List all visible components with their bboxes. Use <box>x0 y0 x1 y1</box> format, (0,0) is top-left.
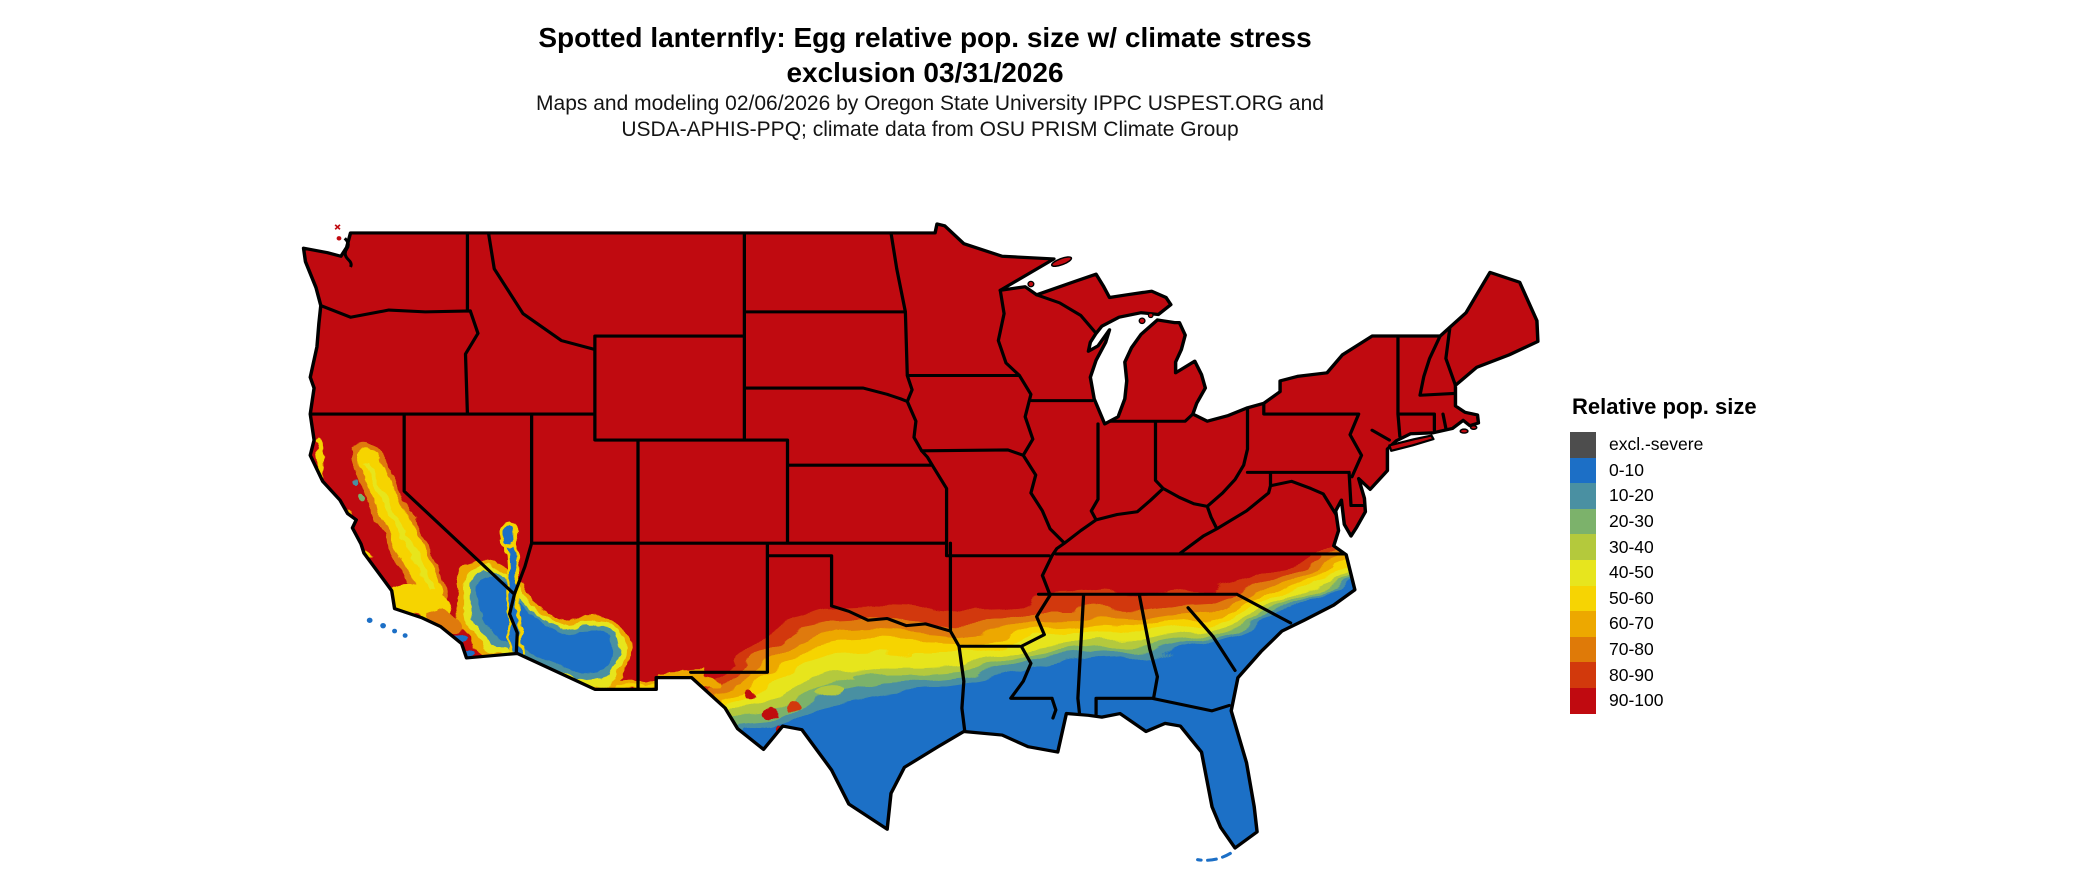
legend-swatch <box>1570 611 1596 637</box>
san-juan-island <box>336 236 342 241</box>
legend-item: 10-20 <box>1570 483 1870 509</box>
legend-label: excl.-severe <box>1609 434 1704 455</box>
islands-layer <box>334 224 1478 862</box>
map-subtitle-line1: Maps and modeling 02/06/2026 by Oregon S… <box>536 92 1324 115</box>
map-title: Spotted lanternfly: Egg relative pop. si… <box>225 20 1625 90</box>
puget-sound-squiggle <box>343 237 353 268</box>
channel-island-1 <box>366 617 373 623</box>
long-island <box>1388 434 1435 452</box>
legend-item: 40-50 <box>1570 559 1870 586</box>
legend-label: 0-10 <box>1609 459 1645 480</box>
vegas-blue <box>502 526 517 543</box>
map-subtitle: Maps and modeling 02/06/2026 by Oregon S… <box>225 91 1635 143</box>
legend-swatch <box>1570 457 1596 484</box>
legend-swatch <box>1570 662 1596 688</box>
channel-island-2 <box>380 622 386 629</box>
legend-items: excl.-severe 0-10 10-20 20-30 30-40 40-50 50-6… <box>1570 432 1870 714</box>
bigbend-orange <box>784 702 802 714</box>
valley-teal-speck <box>353 481 360 487</box>
marthas-vineyard <box>1459 428 1469 434</box>
davis-mtn-red <box>746 692 756 700</box>
map-subtitle-line2: USDA-APHIS-PPQ; climate data from OSU PR… <box>621 118 1239 141</box>
map-fill-layer <box>303 223 1538 849</box>
legend-label: 70-80 <box>1609 639 1654 660</box>
legend-label: 20-30 <box>1609 511 1654 532</box>
legend-swatch <box>1570 636 1596 663</box>
us-choropleth-map <box>301 222 1540 862</box>
legend-swatch <box>1570 432 1596 458</box>
legend-swatch <box>1570 534 1596 560</box>
state-borders <box>308 231 1458 733</box>
florida-keys <box>1196 851 1232 862</box>
texas-yellowgreen-mottle <box>815 686 845 698</box>
legend-label: 90-100 <box>1609 690 1664 711</box>
legend-label: 10-20 <box>1609 485 1654 506</box>
legend-item: 90-100 <box>1570 687 1870 714</box>
legend-item: excl.-severe <box>1570 432 1870 458</box>
san-juan-cross-marker <box>334 224 341 230</box>
legend-item: 70-80 <box>1570 636 1870 663</box>
legend-label: 40-50 <box>1609 562 1654 583</box>
legend: Relative pop. size excl.-severe 0-10 10-20… <box>1570 394 1870 714</box>
apostle-islands <box>1027 280 1035 288</box>
legend-swatch <box>1570 687 1596 714</box>
map-title-line2: exclusion 03/31/2026 <box>786 57 1064 88</box>
manitou-island <box>1147 312 1154 319</box>
beaver-island <box>1138 317 1146 325</box>
texas-green-mottle <box>852 669 891 683</box>
legend-item: 50-60 <box>1570 585 1870 612</box>
legend-item: 60-70 <box>1570 611 1870 637</box>
legend-label: 80-90 <box>1609 664 1654 685</box>
legend-label: 50-60 <box>1609 587 1654 608</box>
legend-swatch <box>1570 508 1596 535</box>
nantucket <box>1469 424 1478 431</box>
central-valley-yellow-core <box>363 461 436 590</box>
legend-title: Relative pop. size <box>1572 394 1757 419</box>
legend-label: 30-40 <box>1609 536 1654 557</box>
channel-island-4 <box>402 633 408 638</box>
legend-item: 0-10 <box>1570 457 1870 484</box>
bigbend-red1 <box>759 706 779 721</box>
legend-swatch <box>1570 559 1596 586</box>
legend-item: 30-40 <box>1570 534 1870 560</box>
legend-swatch <box>1570 483 1596 509</box>
legend-label: 60-70 <box>1609 613 1654 634</box>
legend-item: 20-30 <box>1570 508 1870 535</box>
map-title-line1: Spotted lanternfly: Egg relative pop. si… <box>538 22 1312 53</box>
legend-item: 80-90 <box>1570 662 1870 688</box>
channel-island-3 <box>392 628 398 634</box>
isle-royale-island <box>1050 256 1073 267</box>
valley-green-speck <box>356 496 364 504</box>
legend-swatch <box>1570 585 1596 612</box>
